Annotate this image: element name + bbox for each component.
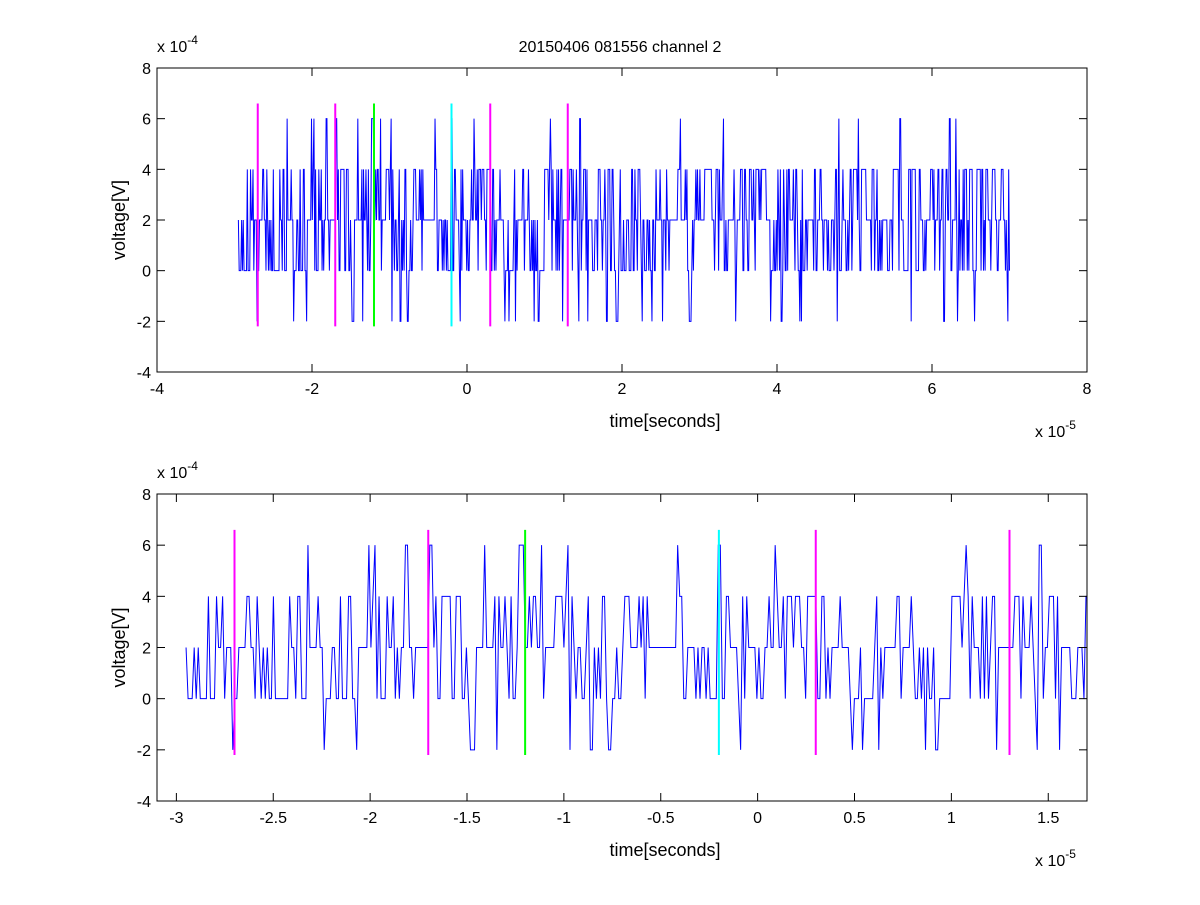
x-tick-label: 2 (618, 381, 627, 398)
y-tick-label: -4 (137, 365, 151, 382)
x-tick-label: 0 (463, 381, 472, 398)
signal-group (237, 118, 1010, 322)
x-exponent-base: x 10 (1035, 424, 1065, 441)
x-tick-label: 4 (773, 381, 782, 398)
y-exponent-base: x 10 (157, 39, 187, 56)
top-plot: -4 -2 0 2 4 6 8 -4 -2 0 2 4 6 8 time[seconds] voltage[V… (109, 33, 1092, 441)
y-exponent-label: x 10-4 (157, 459, 198, 482)
y-tick-label: 0 (142, 264, 151, 281)
x-tick-label: 0.5 (843, 810, 865, 827)
x-tick-label: 6 (928, 381, 937, 398)
x-tick-label: 0 (753, 810, 762, 827)
y-axis-label: voltage[V] (109, 607, 129, 687)
y-tick-label: -2 (137, 314, 151, 331)
y-tick-label: 2 (142, 641, 151, 658)
x-tick-label: -1 (557, 810, 571, 827)
y-tick-label: 2 (142, 213, 151, 230)
y-exponent-label: x 10-4 (157, 33, 198, 56)
x-exponent-label: x 10-5 (1035, 847, 1076, 870)
bottom-plot: -3 -2.5 -2 -1.5 -1 -0.5 0 0.5 1 1.5 -4 -2 0 2 4 6 8 time[… (109, 459, 1088, 870)
y-axis-label: voltage[V] (109, 180, 129, 260)
y-tick-label: 4 (142, 589, 151, 606)
x-tick-label: 1 (947, 810, 956, 827)
x-tick-label: -2 (305, 381, 319, 398)
x-tick-label: 1.5 (1037, 810, 1059, 827)
y-tick-label: 6 (142, 538, 151, 555)
y-exponent-base: x 10 (157, 465, 187, 482)
x-tick-label: -0.5 (647, 810, 675, 827)
y-tick-label: 6 (142, 112, 151, 129)
signal-trace (185, 544, 1087, 751)
x-tick-label: 8 (1083, 381, 1092, 398)
x-exponent-power: -5 (1065, 847, 1076, 861)
signal-group (185, 544, 1087, 751)
y-exponent-power: -4 (187, 459, 198, 473)
x-tick-label: -2.5 (259, 810, 287, 827)
y-tick-label: 8 (142, 487, 151, 504)
x-tick-label: -2 (363, 810, 377, 827)
y-tick-label: -4 (137, 794, 151, 811)
x-exponent-base: x 10 (1035, 853, 1065, 870)
x-axis-label: time[seconds] (609, 840, 720, 860)
y-tick-label: 4 (142, 162, 151, 179)
chart-title: 20150406 081556 channel 2 (519, 39, 722, 56)
x-axis-label: time[seconds] (609, 411, 720, 431)
x-exponent-power: -5 (1065, 418, 1076, 432)
x-tick-label: -1.5 (453, 810, 481, 827)
signal-trace (237, 118, 1010, 322)
y-tick-label: 0 (142, 692, 151, 709)
y-exponent-power: -4 (187, 33, 198, 47)
y-tick-label: 8 (142, 61, 151, 78)
x-exponent-label: x 10-5 (1035, 418, 1076, 441)
x-tick-label: -4 (150, 381, 164, 398)
y-tick-label: -2 (137, 743, 151, 760)
x-tick-label: -3 (169, 810, 183, 827)
